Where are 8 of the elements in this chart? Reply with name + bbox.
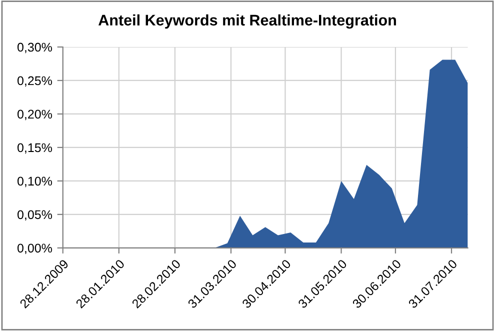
y-tick-label: 0,20%	[17, 110, 52, 120]
y-tick-label: 0,15%	[17, 143, 52, 154]
y-tick-label: 0,05%	[17, 210, 52, 221]
y-tick-label: 0,10%	[17, 176, 52, 188]
y-tick-label: 0,30%	[17, 42, 52, 54]
y-tick-label: 0,25%	[17, 76, 52, 87]
y-tick-label: 0,00%	[17, 244, 52, 254]
chart-title: Anteil Keywords mit Realtime-Integration	[98, 14, 396, 29]
